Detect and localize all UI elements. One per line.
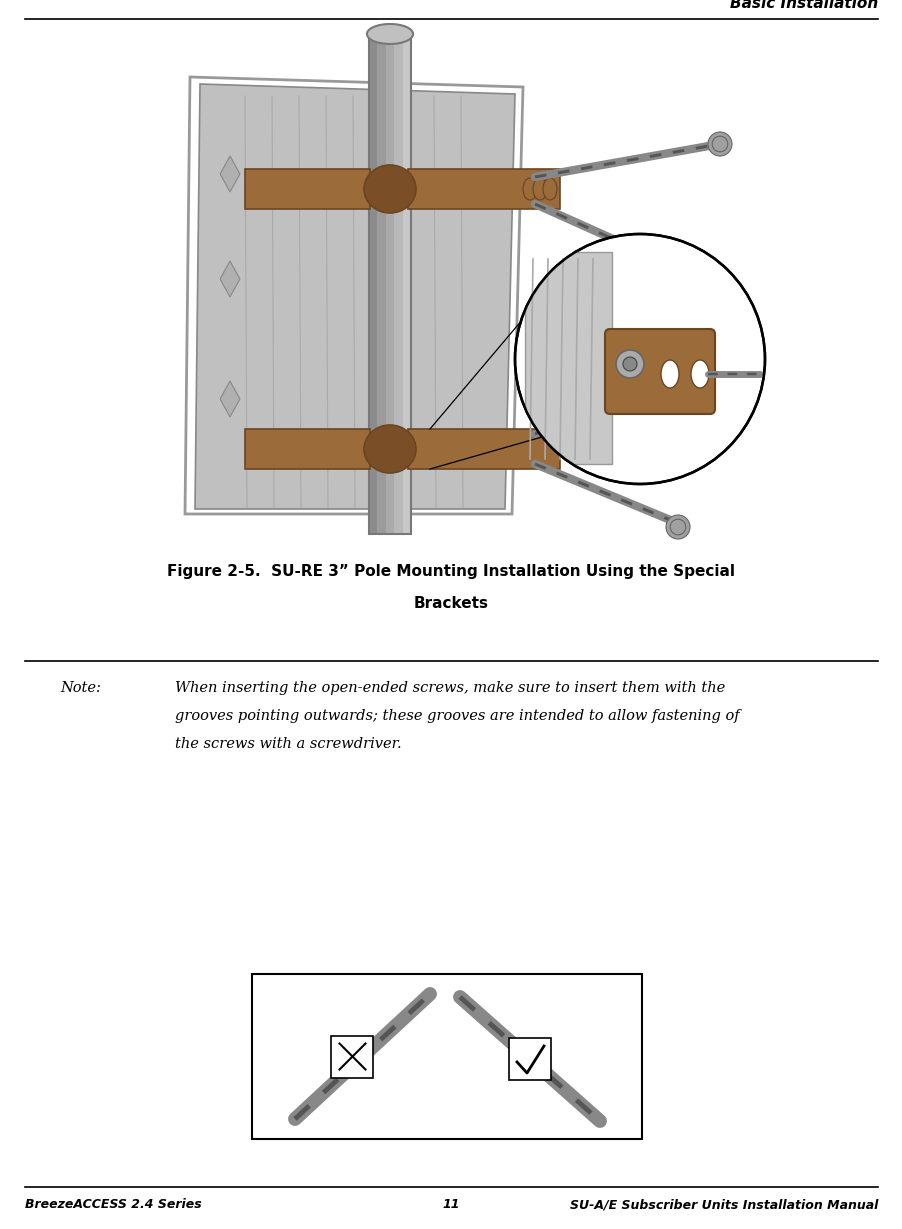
Polygon shape <box>195 84 514 509</box>
FancyBboxPatch shape <box>604 329 714 414</box>
Polygon shape <box>408 170 559 209</box>
Polygon shape <box>408 429 559 469</box>
Bar <box>524 252 612 465</box>
Circle shape <box>707 132 732 156</box>
Circle shape <box>692 359 707 375</box>
Text: When inserting the open-ended screws, make sure to insert them with the: When inserting the open-ended screws, ma… <box>175 681 724 696</box>
Text: 11: 11 <box>442 1198 459 1211</box>
Bar <box>369 34 410 533</box>
Polygon shape <box>220 381 240 417</box>
Bar <box>394 34 402 533</box>
Circle shape <box>667 262 691 286</box>
Polygon shape <box>244 429 370 469</box>
Circle shape <box>669 519 685 535</box>
Circle shape <box>666 515 689 540</box>
Circle shape <box>615 350 643 379</box>
Ellipse shape <box>660 360 678 388</box>
Ellipse shape <box>522 178 537 200</box>
Circle shape <box>687 355 711 379</box>
Circle shape <box>671 267 687 281</box>
Bar <box>509 1039 550 1080</box>
Bar <box>385 34 394 533</box>
Text: Figure 2-5.  SU-RE 3” Pole Mounting Installation Using the Special: Figure 2-5. SU-RE 3” Pole Mounting Insta… <box>167 564 734 579</box>
Bar <box>331 1036 373 1078</box>
Ellipse shape <box>364 425 416 473</box>
Ellipse shape <box>364 165 416 213</box>
Ellipse shape <box>366 25 412 44</box>
Polygon shape <box>220 156 240 192</box>
Ellipse shape <box>532 178 547 200</box>
Bar <box>252 975 641 1139</box>
Text: grooves pointing outwards; these grooves are intended to allow fastening of: grooves pointing outwards; these grooves… <box>175 709 739 723</box>
Text: Brackets: Brackets <box>413 596 488 611</box>
Text: SU-A/E Subscriber Units Installation Manual: SU-A/E Subscriber Units Installation Man… <box>569 1198 877 1211</box>
Polygon shape <box>220 261 240 297</box>
Text: BreezeACCESS 2.4 Series: BreezeACCESS 2.4 Series <box>25 1198 201 1211</box>
Bar <box>377 34 385 533</box>
Circle shape <box>712 136 727 152</box>
Circle shape <box>622 356 636 371</box>
Bar <box>369 34 377 533</box>
Text: Basic Installation: Basic Installation <box>729 0 877 11</box>
Polygon shape <box>244 170 370 209</box>
Circle shape <box>514 234 764 484</box>
Text: Note:: Note: <box>60 681 101 696</box>
Bar <box>402 34 410 533</box>
Text: the screws with a screwdriver.: the screws with a screwdriver. <box>175 737 401 751</box>
Ellipse shape <box>690 360 708 388</box>
Ellipse shape <box>542 178 557 200</box>
